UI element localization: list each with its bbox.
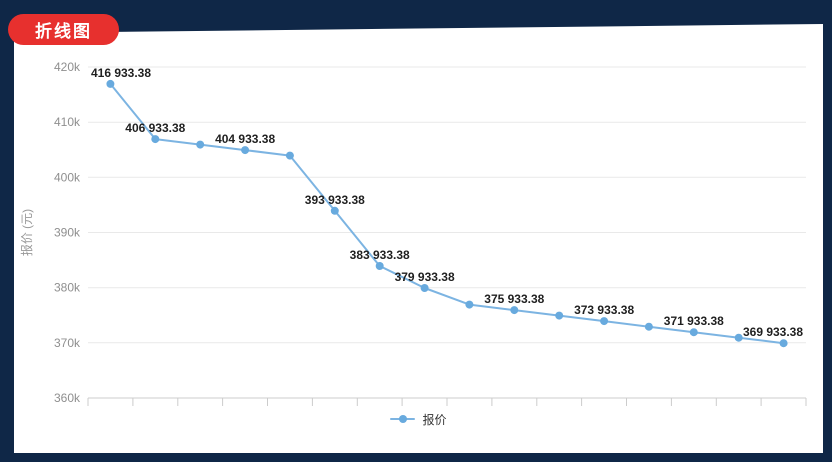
data-point-label: 369 933.38 <box>743 325 803 339</box>
y-tick-label: 380k <box>54 281 81 295</box>
series-line <box>109 82 785 345</box>
data-point[interactable] <box>555 311 564 320</box>
data-point-label: 373 933.38 <box>574 303 634 317</box>
data-point[interactable] <box>779 339 788 348</box>
data-point-label: 379 933.38 <box>395 270 455 284</box>
legend-marker-dot <box>399 415 408 423</box>
chart-legend-item[interactable]: 报价 <box>14 411 823 427</box>
y-tick-label: 420k <box>54 60 81 74</box>
y-tick-label: 360k <box>54 391 81 405</box>
data-point-label: 404 933.38 <box>215 132 275 146</box>
data-point-label: 416 933.38 <box>91 66 151 80</box>
data-point[interactable] <box>644 322 653 331</box>
y-tick-label: 370k <box>54 336 81 350</box>
y-axis-name: 报价 (元) <box>19 209 34 256</box>
data-point[interactable] <box>600 317 609 326</box>
data-point-label: 393 933.38 <box>305 193 365 207</box>
data-point-label: 383 933.38 <box>350 248 410 262</box>
data-point[interactable] <box>689 328 698 337</box>
data-point-label: 375 933.38 <box>484 292 544 306</box>
legend-line-marker-icon <box>390 413 416 425</box>
data-point[interactable] <box>465 300 474 309</box>
data-point-label: 371 933.38 <box>664 314 724 328</box>
data-point[interactable] <box>330 206 339 215</box>
y-tick-label: 390k <box>54 226 81 240</box>
data-point[interactable] <box>241 146 250 155</box>
line-chart: 420k 410k 400k 390k 380k 370k 360k 报价 (元) 416 93… <box>19 60 807 406</box>
chart-title: 折线图 <box>35 22 92 41</box>
chart-panel: 420k 410k 400k 390k 380k 370k 360k 报价 (元) 416 93… <box>14 24 823 453</box>
data-point[interactable] <box>420 284 429 292</box>
data-point-label: 406 933.38 <box>125 121 185 135</box>
data-point[interactable] <box>106 79 115 88</box>
data-point[interactable] <box>510 306 519 315</box>
data-point[interactable] <box>151 135 160 144</box>
legend-label: 报价 <box>422 412 447 427</box>
data-point[interactable] <box>375 262 384 270</box>
data-point[interactable] <box>734 333 743 342</box>
data-point[interactable] <box>196 140 205 149</box>
chart-title-badge: 折线图 <box>8 14 119 45</box>
data-point[interactable] <box>285 151 294 160</box>
y-tick-label: 400k <box>54 170 81 184</box>
y-tick-label: 410k <box>54 115 81 129</box>
